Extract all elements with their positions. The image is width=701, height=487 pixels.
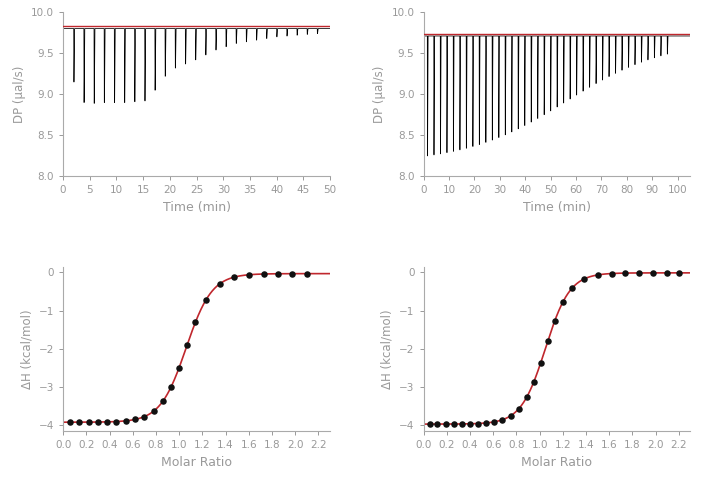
Point bbox=[190, 318, 201, 326]
Point bbox=[456, 420, 468, 428]
Point bbox=[448, 420, 459, 428]
Point bbox=[157, 397, 168, 405]
Point bbox=[93, 418, 104, 426]
Point bbox=[505, 412, 516, 420]
Point bbox=[228, 273, 239, 281]
Point bbox=[200, 296, 212, 304]
Point bbox=[557, 299, 569, 306]
X-axis label: Time (min): Time (min) bbox=[523, 201, 591, 214]
Point bbox=[120, 417, 131, 425]
Point bbox=[148, 407, 159, 415]
Point bbox=[425, 420, 436, 428]
Point bbox=[464, 420, 475, 428]
Point bbox=[592, 271, 604, 279]
Point bbox=[634, 269, 645, 277]
Y-axis label: DP (μal/s): DP (μal/s) bbox=[13, 66, 25, 123]
Point bbox=[64, 418, 76, 426]
Point bbox=[111, 418, 122, 426]
Point bbox=[549, 317, 560, 325]
Point bbox=[182, 341, 193, 349]
Y-axis label: ΔH (kcal/mol): ΔH (kcal/mol) bbox=[20, 309, 33, 389]
X-axis label: Time (min): Time (min) bbox=[163, 201, 231, 214]
Point bbox=[432, 420, 443, 428]
Point bbox=[542, 337, 553, 345]
Point bbox=[286, 270, 297, 278]
Point bbox=[215, 280, 226, 288]
X-axis label: Molar Ratio: Molar Ratio bbox=[522, 455, 592, 468]
Point bbox=[673, 269, 684, 277]
Y-axis label: DP (μal/s): DP (μal/s) bbox=[373, 66, 386, 123]
Point bbox=[174, 364, 185, 372]
Point bbox=[83, 418, 94, 426]
Point bbox=[102, 418, 113, 426]
Point bbox=[440, 420, 451, 428]
Point bbox=[528, 378, 539, 386]
Point bbox=[139, 412, 150, 420]
Point bbox=[620, 269, 631, 277]
Point bbox=[74, 418, 85, 426]
Point bbox=[301, 270, 313, 278]
Point bbox=[522, 393, 533, 401]
Point bbox=[535, 359, 546, 367]
Point bbox=[513, 405, 524, 412]
Point bbox=[566, 284, 578, 292]
Point bbox=[606, 270, 617, 278]
Point bbox=[497, 416, 508, 424]
Point bbox=[648, 269, 659, 277]
Point bbox=[472, 420, 484, 428]
Point bbox=[258, 270, 269, 278]
Point bbox=[481, 419, 492, 427]
Point bbox=[165, 383, 177, 391]
Point bbox=[662, 269, 673, 277]
Point bbox=[130, 415, 141, 423]
Point bbox=[272, 270, 283, 278]
Point bbox=[489, 418, 500, 426]
Point bbox=[243, 271, 254, 279]
Point bbox=[578, 275, 590, 283]
Y-axis label: ΔH (kcal/mol): ΔH (kcal/mol) bbox=[381, 309, 393, 389]
X-axis label: Molar Ratio: Molar Ratio bbox=[161, 455, 232, 468]
